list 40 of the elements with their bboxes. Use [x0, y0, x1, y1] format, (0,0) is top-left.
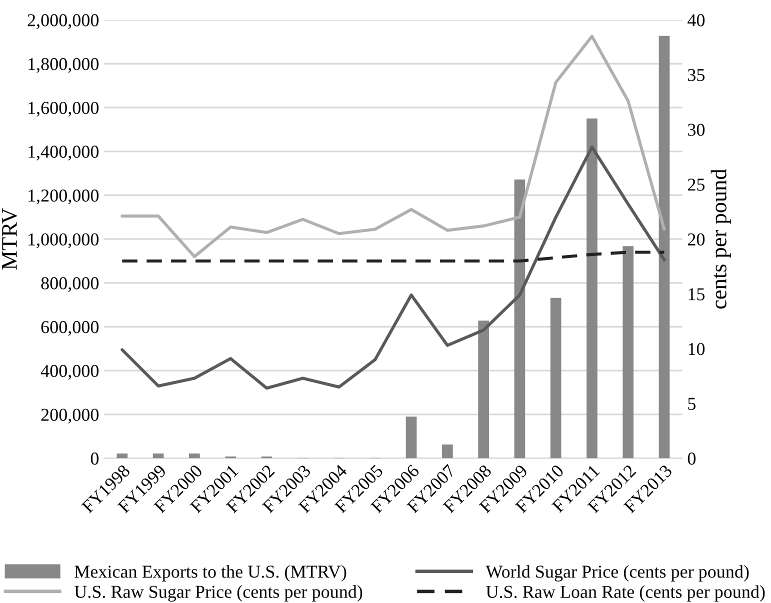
- legend-label: World Sugar Price (cents per pound): [486, 565, 749, 582]
- y-tick-label: 1,800,000: [28, 58, 99, 73]
- y2-tick-label: 0: [688, 452, 696, 465]
- bar: [586, 118, 598, 458]
- y2-tick-label: 25: [688, 178, 705, 191]
- y2-tick-label: 35: [688, 69, 705, 82]
- bar: [189, 453, 200, 458]
- y-tick-label: 1,400,000: [28, 146, 99, 160]
- legend-label: U.S. Raw Sugar Price (cents per pound): [74, 585, 362, 602]
- y-tick-label: 2,000,000: [28, 14, 99, 29]
- y-tick-label: 1,000,000: [28, 233, 99, 248]
- bar: [550, 298, 562, 458]
- y2-tick-label: 15: [688, 288, 705, 300]
- y2-tick-label: 20: [688, 233, 705, 246]
- y-tick-label: 200,000: [41, 408, 99, 424]
- y2-tick-label: 40: [688, 14, 705, 26]
- bar: [116, 453, 128, 458]
- legend-label: U.S. Raw Loan Rate (cents per pound): [486, 585, 765, 602]
- bar: [514, 179, 526, 458]
- legend-label: Mexican Exports to the U.S. (MTRV): [74, 565, 346, 582]
- bar: [658, 36, 670, 458]
- bar: [406, 416, 417, 458]
- y2-tick-label: 10: [688, 342, 705, 356]
- y-axis-title: MTRV: [2, 208, 18, 270]
- line-series: [120, 34, 666, 258]
- y-tick-label: 1,600,000: [28, 102, 99, 117]
- y-tick-label: 600,000: [41, 321, 99, 336]
- bar: [622, 246, 634, 458]
- y2-tick-label: 30: [688, 124, 705, 136]
- line-series: [120, 146, 666, 390]
- bar: [442, 444, 453, 458]
- y-tick-label: 0: [90, 452, 99, 465]
- bar: [478, 320, 489, 458]
- y2-tick-label: 5: [688, 398, 696, 410]
- line-series: [120, 250, 666, 263]
- y2-axis-title: cents per pound: [710, 169, 731, 309]
- y-tick-label: 800,000: [41, 277, 99, 292]
- bar: [152, 453, 164, 458]
- y-tick-label: 1,200,000: [28, 190, 99, 204]
- y-tick-label: 400,000: [40, 364, 99, 380]
